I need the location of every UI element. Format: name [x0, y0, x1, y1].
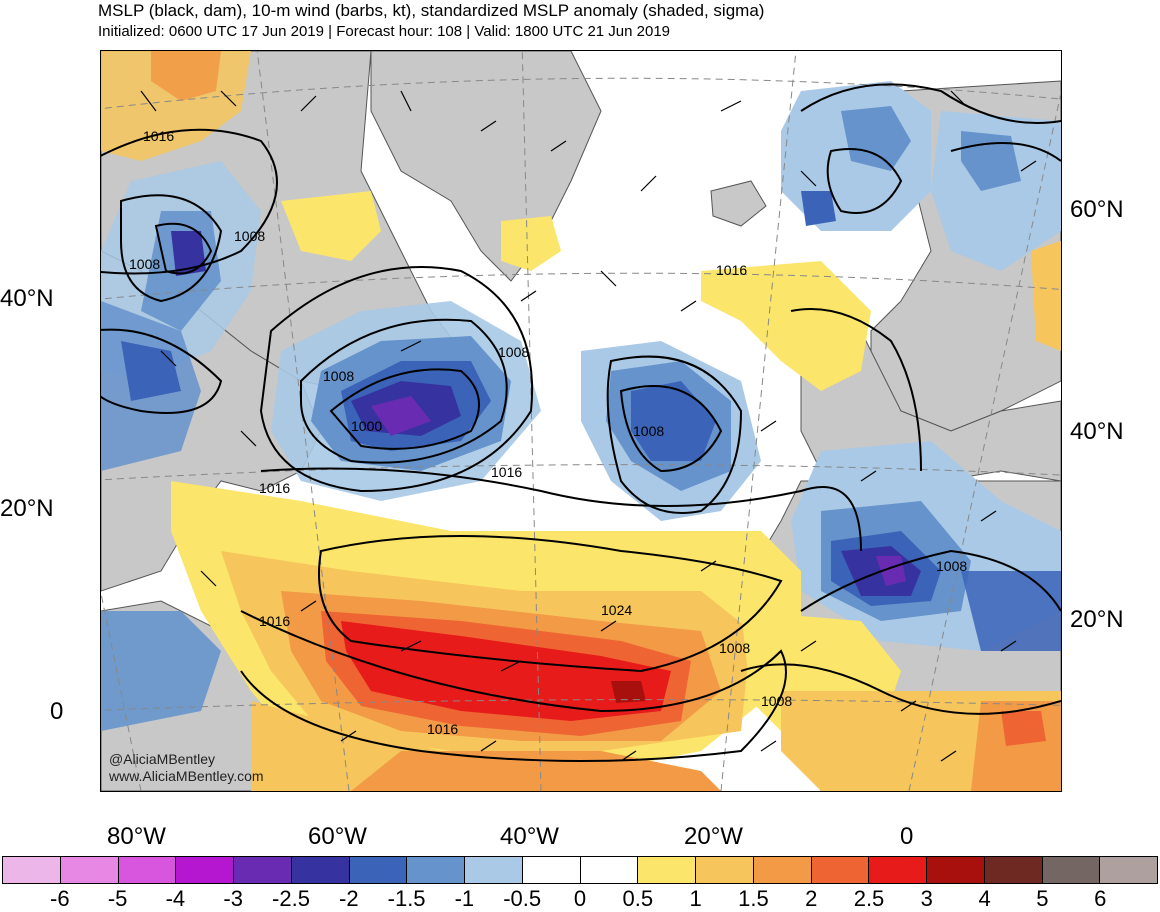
colorbar-swatch	[753, 857, 812, 883]
colorbar-swatch	[118, 857, 177, 883]
isobar-label: 1016	[716, 262, 747, 278]
lat-label-right-60n: 60°N	[1070, 196, 1124, 223]
isobar-label: 1008	[323, 368, 354, 384]
colorbar-labels: -6 -5 -4 -3 -2.5 -2 -1.5 -1 -0.5 0 0.5 1 1.5 2 2.5 3 4 5 6	[0, 886, 1160, 912]
isobar-labels: 1016 1008 1008 1008 1008 1000 1008 1008 …	[129, 128, 967, 737]
colorbar-swatch	[465, 857, 523, 883]
iceland	[710, 180, 767, 227]
colorbar-tick-label: -5	[107, 886, 128, 911]
colorbar-tick-label: -2	[339, 886, 359, 911]
isobar-label: 1008	[129, 256, 160, 272]
colorbar-tick-label: 5	[1036, 886, 1049, 911]
isobar-label: 1016	[259, 480, 290, 496]
map-title: MSLP (black, dam), 10-m wind (barbs, kt)…	[98, 1, 765, 20]
colorbar-swatch	[349, 857, 408, 883]
colorbar-tick-label: 2	[805, 886, 818, 911]
map-panel: 1016 1008 1008 1008 1008 1000 1008 1008 …	[100, 50, 1062, 792]
wind-barbs	[140, 90, 1037, 762]
map-canvas: 1016 1008 1008 1008 1008 1000 1008 1008 …	[101, 51, 1061, 791]
colorbar-tick-label: -4	[165, 886, 186, 911]
isobar-label: 1008	[761, 693, 792, 709]
colorbar-tick-label: 0	[573, 886, 587, 911]
map-subtitle: Initialized: 0600 UTC 17 Jun 2019 | Fore…	[98, 23, 671, 40]
isobar-label: 1016	[491, 464, 522, 480]
credit-website: www.AliciaMBentley.com	[109, 768, 264, 784]
greenland	[370, 51, 602, 282]
colorbar-swatch	[696, 857, 754, 883]
colorbar-tick-label: 6	[1094, 886, 1107, 911]
lon-label-80w: 80°W	[107, 823, 166, 850]
lat-label-left-20n: 20°N	[0, 495, 54, 522]
colorbar-tick-label: -2.5	[272, 886, 310, 911]
colorbar-tick-label: 4	[978, 886, 991, 911]
isobar-label: 1008	[498, 344, 529, 360]
colorbar-swatch	[811, 857, 870, 883]
colorbar-swatch	[291, 857, 350, 883]
colorbar-swatch	[1100, 857, 1157, 883]
colorbar-tick-label: 2.5	[853, 886, 885, 911]
colorbar-tick-label: 0.5	[622, 886, 654, 911]
colorbar-tick-label: -1.5	[387, 886, 426, 911]
colorbar-tick-label: -1	[454, 886, 475, 911]
isobar-label: 1000	[351, 418, 382, 434]
lat-label-left-40n: 40°N	[0, 285, 54, 312]
anomaly-shading	[101, 51, 1061, 791]
isobar-label: 1016	[427, 721, 458, 737]
colorbar-swatch	[927, 857, 985, 883]
colorbar-tick-label: -3	[223, 886, 243, 911]
colorbar-swatch	[60, 857, 119, 883]
colorbar-tick-label: 1	[689, 886, 702, 911]
lon-label-40w: 40°W	[500, 823, 559, 850]
lon-label-20w: 20°W	[684, 823, 743, 850]
colorbar-swatch	[407, 857, 465, 883]
lon-label-60w: 60°W	[308, 823, 367, 850]
lon-label-0: 0	[900, 823, 914, 850]
colorbar-tick-label: 1.5	[738, 886, 769, 911]
colorbar-swatch	[869, 857, 927, 883]
credit-handle: @AliciaMBentley	[109, 751, 216, 767]
colorbar-tick-label: 3	[920, 886, 933, 911]
colorbar-tick-label: -6	[50, 886, 70, 911]
lat-label-left-eq: 0	[50, 698, 64, 725]
colorbar-swatch	[176, 857, 234, 883]
isobar-label: 1008	[633, 423, 664, 439]
colorbar	[2, 856, 1158, 884]
isobar-label: 1008	[719, 640, 750, 656]
colorbar-swatch	[234, 857, 292, 883]
isobar-label: 1016	[259, 613, 290, 629]
isobar-label: 1024	[601, 602, 632, 618]
isobar-label: 1016	[143, 128, 174, 144]
colorbar-swatch	[580, 857, 639, 883]
lat-label-right-40n: 40°N	[1070, 418, 1124, 445]
lat-label-right-20n: 20°N	[1070, 606, 1124, 633]
colorbar-tick-label: -0.5	[503, 886, 542, 911]
colorbar-swatch	[984, 857, 1043, 883]
colorbar-swatch	[3, 857, 61, 883]
isobar-label: 1008	[936, 558, 967, 574]
colorbar-swatch	[638, 857, 696, 883]
colorbar-swatch	[522, 857, 581, 883]
isobars	[101, 83, 1061, 762]
colorbar-swatch	[1042, 857, 1101, 883]
isobar-label: 1008	[234, 228, 265, 244]
